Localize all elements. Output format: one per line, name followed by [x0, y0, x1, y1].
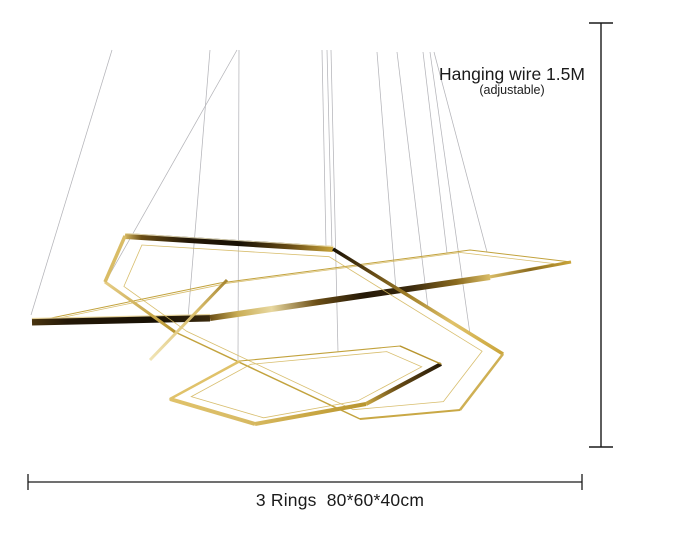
- ring-large: [31, 249, 572, 326]
- ring-edge-highlight: [31, 313, 211, 320]
- hanging-wire: [396, 51, 429, 309]
- hanging-wire-adjustable-text: (adjustable): [479, 83, 545, 97]
- ring-edge-bar: [104, 280, 176, 334]
- ring-small: [168, 345, 443, 426]
- ring-size-annotation: 3 Rings 80*60*40cm: [255, 490, 425, 510]
- ring-edge-bar: [489, 260, 572, 279]
- hanging-wire: [433, 51, 488, 253]
- hanging-wires: [30, 49, 488, 361]
- ring-edge-bar: [148, 278, 229, 362]
- ring-edge-bar: [103, 235, 127, 283]
- hanging-wire: [429, 51, 471, 335]
- hanging-wire: [237, 49, 240, 361]
- ring-edge-bar: [124, 233, 334, 252]
- ring-edge-bar: [169, 359, 241, 401]
- ring-edge-bar: [31, 314, 211, 326]
- ring-inner-outline: [123, 244, 483, 411]
- ring-medium: [103, 233, 504, 420]
- hanging-wire: [422, 51, 448, 254]
- hanging-wire: [105, 49, 238, 282]
- height-measure-line: [589, 22, 613, 448]
- hanging-wire: [376, 51, 397, 291]
- ring-edge-bar: [174, 331, 361, 420]
- ring-edge-highlight: [124, 233, 334, 247]
- width-measure-line: [27, 474, 583, 490]
- ring-inner-outline: [52, 252, 555, 320]
- ring-edge-bar: [359, 409, 461, 420]
- ring-edge-bar: [399, 345, 442, 365]
- ring-edge-bar: [365, 362, 442, 406]
- ring-inner-outline: [190, 351, 423, 419]
- ring-edge-bar: [209, 274, 491, 321]
- ring-edge-bar: [332, 247, 504, 356]
- hanging-wire: [187, 49, 211, 319]
- ring-edge-bar: [459, 353, 504, 411]
- hanging-wire: [330, 49, 339, 353]
- ring-edge-bar: [169, 397, 256, 426]
- hanging-wire-annotation: Hanging wire 1.5M (adjustable): [420, 64, 604, 97]
- ring-edge-bar: [254, 402, 367, 426]
- hanging-wire: [326, 49, 333, 250]
- hanging-wire: [30, 49, 113, 316]
- hanging-wire: [321, 49, 327, 248]
- hanging-wire-length-text: Hanging wire 1.5M: [439, 64, 585, 84]
